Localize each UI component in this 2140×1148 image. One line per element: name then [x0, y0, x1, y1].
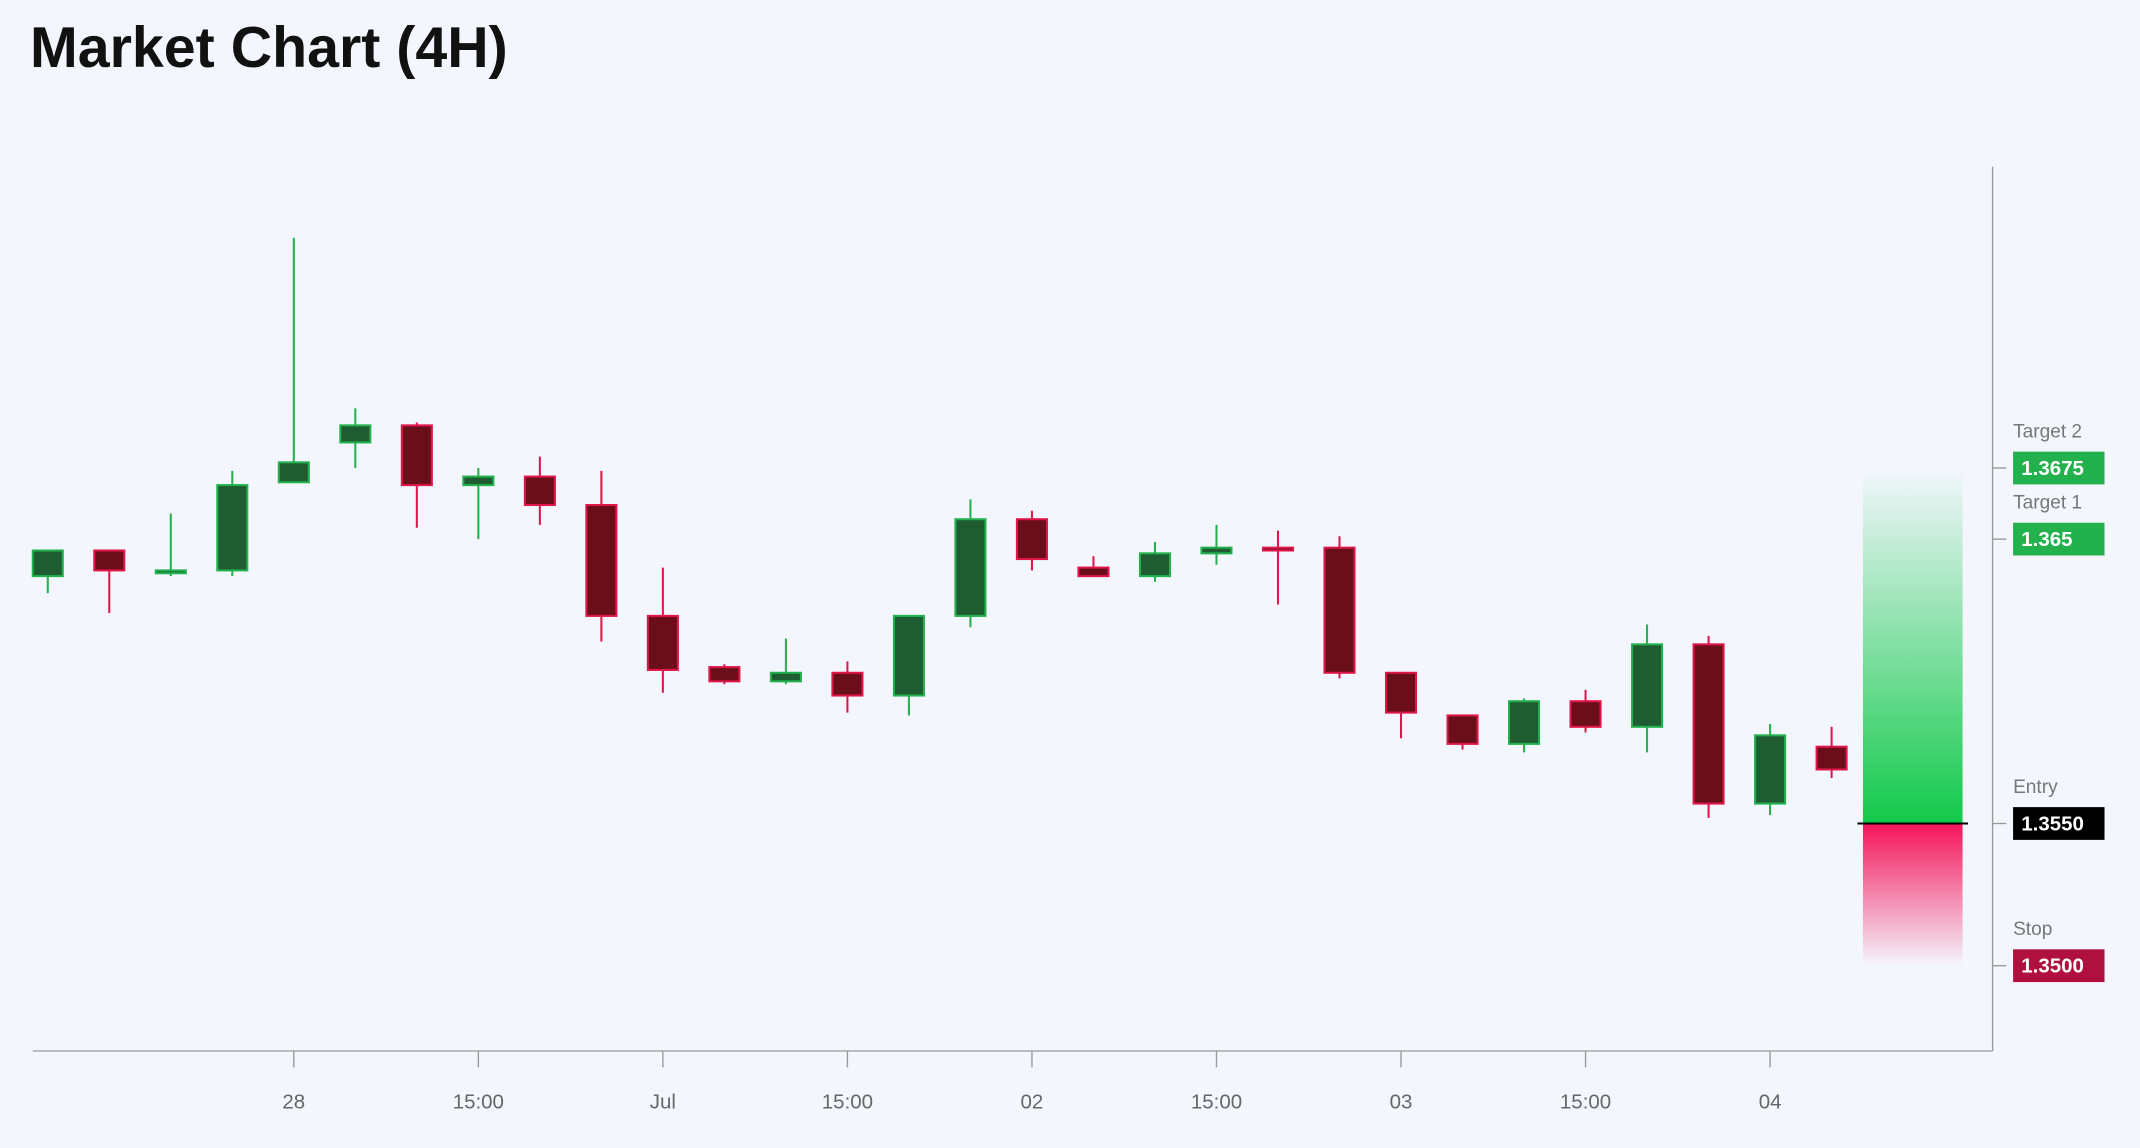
x-tick-label: 03: [1390, 1090, 1413, 1113]
candle-body: [1692, 643, 1725, 805]
level-badge: [2013, 949, 2105, 983]
x-tick-label: 15:00: [822, 1090, 873, 1113]
x-tick-label: 28: [282, 1090, 305, 1113]
level-name: Target 1: [2013, 493, 2082, 514]
x-tick-label: 02: [1021, 1090, 1044, 1113]
level-value: 1.3675: [2021, 457, 2084, 480]
x-tick-label: 15:00: [1191, 1090, 1242, 1113]
candle-body: [769, 671, 802, 683]
candle-body: [1384, 671, 1418, 714]
level-value: 1.365: [2021, 528, 2072, 551]
candle-body: [1508, 700, 1541, 745]
level-name: Entry: [2013, 777, 2058, 798]
candle-body: [892, 614, 925, 697]
candle-body: [1569, 700, 1602, 728]
candle-body: [1200, 546, 1233, 555]
level-value: 1.3500: [2021, 954, 2084, 977]
candle-body: [1138, 552, 1172, 578]
loss-zone: [1862, 823, 1963, 966]
level-value: 1.3550: [2021, 812, 2084, 835]
level-name: Target 2: [2013, 422, 2082, 443]
candle-body: [585, 503, 618, 617]
candle-body: [1015, 518, 1048, 561]
candle-body: [400, 424, 433, 487]
candle-body: [646, 614, 679, 671]
candle-body: [154, 569, 187, 575]
level-badge: [2013, 807, 2105, 840]
level-name: Stop: [2013, 919, 2052, 940]
candle-body: [1261, 546, 1295, 552]
candle-body: [462, 475, 495, 487]
level-badge: [2013, 522, 2105, 556]
candle-body: [523, 475, 556, 507]
candle-body: [1631, 643, 1664, 728]
x-tick-label: Jul: [650, 1090, 676, 1113]
chart-title: Market Chart (4H): [30, 16, 508, 80]
candle-body: [31, 549, 64, 578]
x-tick-label: 04: [1759, 1090, 1782, 1113]
candle-body: [93, 549, 126, 572]
candle-body: [831, 671, 864, 697]
candle-body: [1754, 734, 1787, 805]
profit-zone: [1862, 468, 1963, 824]
candle-body: [954, 518, 987, 617]
candle-body: [1077, 566, 1110, 578]
level-badge: [2013, 451, 2105, 485]
candle-body: [216, 484, 249, 572]
candle-body: [1815, 745, 1848, 771]
candle-body: [339, 424, 372, 444]
x-tick-label: 15:00: [1560, 1090, 1611, 1113]
candle-body: [708, 666, 741, 683]
candle-body: [1323, 546, 1356, 674]
x-tick-label: 15:00: [453, 1090, 504, 1113]
candle-body: [277, 461, 310, 484]
candle-body: [1446, 714, 1479, 745]
